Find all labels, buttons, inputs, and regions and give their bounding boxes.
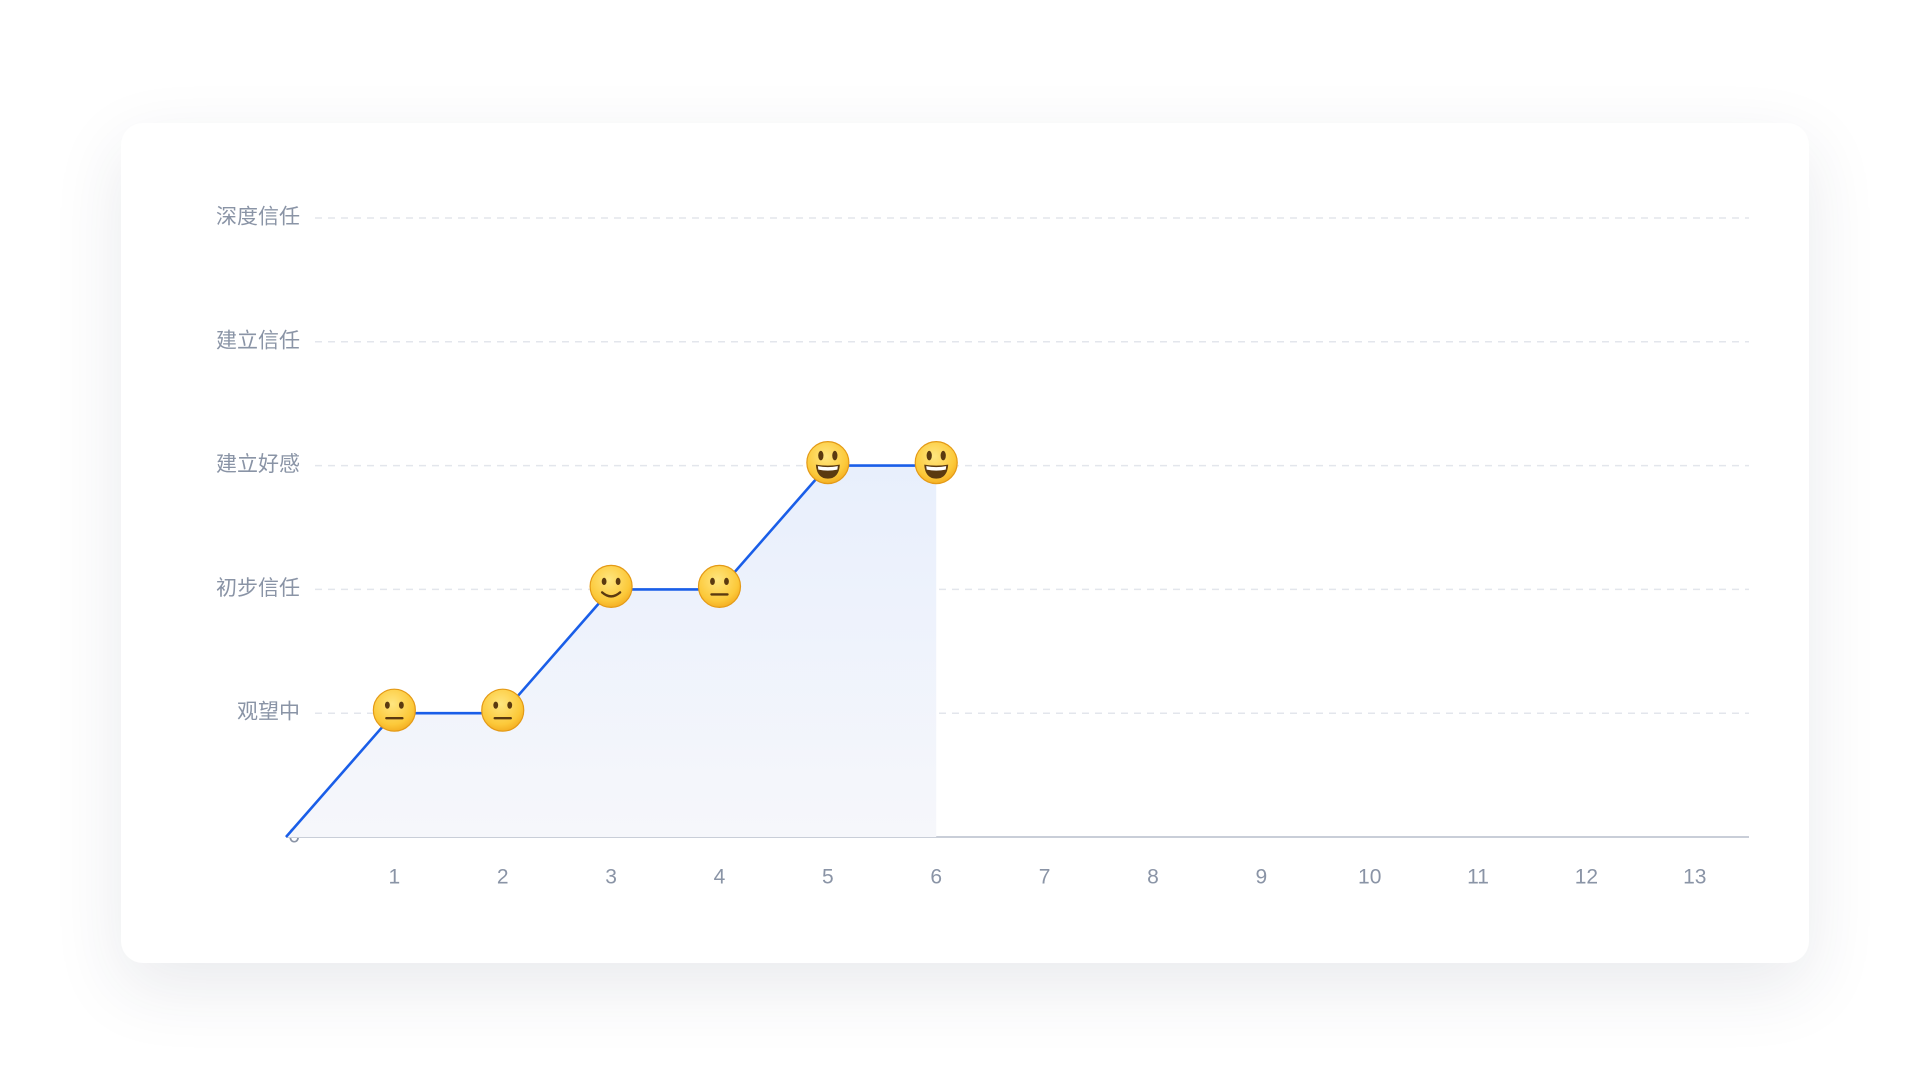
x-tick-label: 8 (1147, 866, 1159, 889)
point-marker (589, 564, 633, 609)
face (372, 688, 416, 732)
point-marker (697, 564, 742, 609)
eye (398, 701, 404, 709)
eye (615, 577, 621, 586)
x-tick-label: 11 (1467, 866, 1489, 889)
x-tick-label: 1 (389, 866, 401, 889)
eye (507, 701, 513, 709)
face (589, 564, 633, 609)
face (481, 688, 525, 732)
x-tick-label: 7 (1039, 866, 1051, 889)
point-marker (481, 688, 525, 732)
face (806, 441, 850, 485)
eye (724, 577, 729, 586)
y-tick-label: 初步信任 (216, 577, 300, 600)
x-tick-label: 13 (1683, 866, 1706, 889)
y-tick-label: 观望中 (237, 701, 300, 724)
x-tick-label: 9 (1255, 866, 1267, 889)
eye (601, 577, 607, 586)
face (914, 441, 958, 485)
eye (832, 450, 838, 461)
y-tick-label: 深度信任 (216, 206, 300, 229)
y-tick-label: 建立好感 (216, 453, 300, 476)
x-tick-label: 6 (930, 866, 942, 889)
eye (926, 450, 932, 461)
x-tick-label: 12 (1575, 866, 1598, 889)
x-tick-label: 4 (714, 866, 726, 889)
x-tick-label: 5 (822, 866, 834, 889)
eye (940, 450, 946, 461)
x-tick-label: 10 (1358, 866, 1381, 889)
area (286, 465, 937, 837)
mouth (600, 591, 622, 598)
teeth (926, 466, 947, 471)
x-tick-label: 3 (605, 866, 617, 889)
point-marker (806, 441, 850, 485)
x-tick-label: 2 (497, 866, 509, 889)
eye (818, 450, 824, 461)
face (697, 564, 742, 609)
eye (710, 577, 715, 586)
point-marker (914, 441, 958, 485)
point-marker (372, 688, 416, 732)
eye (384, 701, 390, 709)
teeth (817, 466, 838, 471)
eye (493, 701, 499, 709)
y-tick-label: 建立信任 (216, 329, 300, 352)
